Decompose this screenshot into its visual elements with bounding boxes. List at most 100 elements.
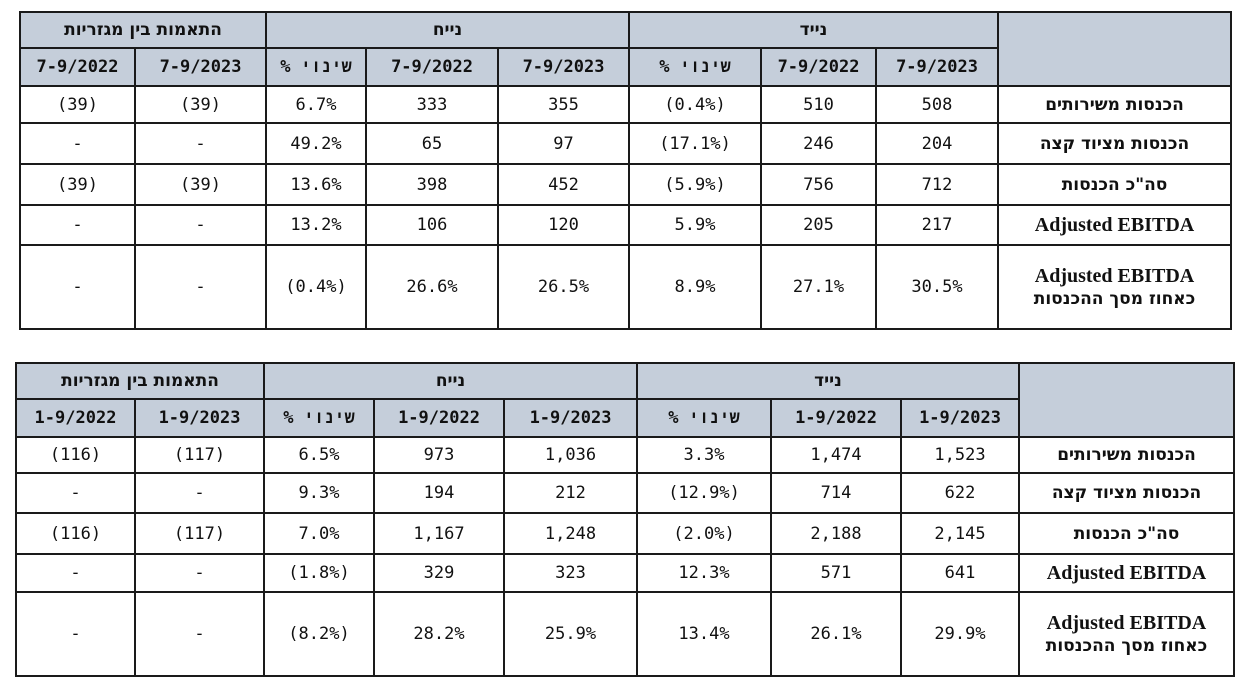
table-cell: 120 [497, 204, 631, 246]
row-label: הכנסות משירותים [997, 85, 1233, 124]
table-cell: (8.2%) [263, 591, 376, 677]
table-cell: 714 [770, 472, 903, 514]
table-cell: 452 [497, 163, 631, 206]
column-header: 1-9/2023 [133, 398, 266, 438]
table-row: - - 9.3% 194 212 (12.9%) 714 622 הכנסות … [15, 472, 1236, 514]
table-row: (116) (117) 7.0% 1,167 1,248 (2.0%) 2,18… [15, 512, 1236, 555]
table-cell: - [15, 591, 136, 677]
row-label-line2: כאחוז מסך ההכנסות [1045, 636, 1208, 656]
table-cell: 641 [900, 553, 1021, 593]
column-header: 7-9/2023 [133, 47, 268, 87]
column-header: 1-9/2023 [900, 398, 1021, 438]
table-cell: (39) [133, 163, 268, 206]
table-cell: 510 [760, 85, 878, 124]
table-cell: 1,523 [900, 436, 1021, 474]
column-header: 7-9/2023 [875, 47, 1000, 87]
row-label: Adjusted EBITDA כאחוז מסך ההכנסות [997, 244, 1233, 330]
row-label: Adjusted EBITDA [1018, 553, 1236, 593]
column-header: 7-9/2022 [365, 47, 500, 87]
label-header-blank [997, 11, 1233, 87]
table-cell: - [133, 244, 268, 330]
row-label: Adjusted EBITDA [997, 204, 1233, 246]
table-cell: 1,474 [770, 436, 903, 474]
table-cell: 26.1% [770, 591, 903, 677]
table-cell: 8.9% [628, 244, 763, 330]
table-cell: 217 [875, 204, 1000, 246]
group-header-row: התאמות בין מגזריות נייח נייד [18, 11, 1233, 87]
table-cell: (117) [133, 512, 266, 555]
table-cell: 756 [760, 163, 878, 206]
table-cell: 2,145 [900, 512, 1021, 555]
row-label-line1: Adjusted EBITDA [1046, 612, 1207, 634]
column-header: % שינוי [265, 47, 368, 87]
table-cell: 9.3% [263, 472, 376, 514]
table-row: - - (1.8%) 329 323 12.3% 571 641 Adjuste… [15, 553, 1236, 593]
table-cell: 571 [770, 553, 903, 593]
column-header: 7-9/2023 [497, 47, 631, 87]
fixed-segment-header: נייח [263, 362, 639, 400]
table-cell: (1.8%) [263, 553, 376, 593]
table-row: - - (8.2%) 28.2% 25.9% 13.4% 26.1% 29.9%… [15, 591, 1236, 677]
table-cell: 333 [365, 85, 500, 124]
table-row: (116) (117) 6.5% 973 1,036 3.3% 1,474 1,… [15, 436, 1236, 474]
table-cell: 622 [900, 472, 1021, 514]
column-header: 1-9/2022 [15, 398, 136, 438]
column-header: % שינוי [636, 398, 773, 438]
reconciliation-header: התאמות בין מגזריות [18, 11, 268, 49]
table-cell: (39) [133, 85, 268, 124]
table-cell: 205 [760, 204, 878, 246]
table-cell: 30.5% [875, 244, 1000, 330]
column-header: 1-9/2022 [770, 398, 903, 438]
table-cell: 25.9% [503, 591, 639, 677]
column-header: 1-9/2023 [503, 398, 639, 438]
table-cell: 97 [497, 122, 631, 165]
row-label: הכנסות מציוד קצה [1018, 472, 1236, 514]
table-cell: 5.9% [628, 204, 763, 246]
row-label: הכנסות מציוד קצה [997, 122, 1233, 165]
fixed-segment-header: נייח [265, 11, 631, 49]
table-cell: 712 [875, 163, 1000, 206]
table-row: (39) (39) 13.6% 398 452 (5.9%) 756 712 ס… [19, 163, 1233, 206]
table-cell: 6.7% [265, 85, 368, 124]
table-cell: (39) [19, 85, 136, 124]
table-cell: - [15, 472, 136, 514]
table-cell: (12.9%) [636, 472, 773, 514]
table-cell: 398 [365, 163, 500, 206]
table-cell: 204 [875, 122, 1000, 165]
table-cell: 26.5% [497, 244, 631, 330]
table-cell: 27.1% [760, 244, 878, 330]
table-cell: 973 [373, 436, 506, 474]
period-header-row: 1-9/2022 1-9/2023 % שינוי 1-9/2022 1-9/2… [15, 398, 1234, 438]
column-header: 1-9/2022 [373, 398, 506, 438]
table-cell: 323 [503, 553, 639, 593]
table-cell: (17.1%) [628, 122, 763, 165]
table-cell: 28.2% [373, 591, 506, 677]
mobile-segment-header: נייד [636, 362, 1021, 400]
table-cell: 106 [365, 204, 500, 246]
segment-table-nine-months: התאמות בין מגזריות נייח נייד 1-9/2022 1-… [14, 362, 1236, 677]
row-label-line1: Adjusted EBITDA [1034, 265, 1195, 287]
column-header: 7-9/2022 [19, 47, 136, 87]
table-cell: (39) [19, 163, 136, 206]
table-row: - - 49.2% 65 97 (17.1%) 246 204 הכנסות מ… [19, 122, 1233, 165]
table-cell: 6.5% [263, 436, 376, 474]
table-cell: 1,248 [503, 512, 639, 555]
table-row: - - 13.2% 106 120 5.9% 205 217 Adjusted … [19, 204, 1233, 246]
table-cell: 329 [373, 553, 506, 593]
period-header-row: 7-9/2022 7-9/2023 % שינוי 7-9/2022 7-9/2… [19, 47, 1231, 87]
table-cell: - [19, 244, 136, 330]
table-cell: 355 [497, 85, 631, 124]
row-label: סה"כ הכנסות [1018, 512, 1236, 555]
table-cell: 13.2% [265, 204, 368, 246]
reconciliation-header: התאמות בין מגזריות [14, 362, 266, 400]
row-label: סה"כ הכנסות [997, 163, 1233, 206]
table-cell: 65 [365, 122, 500, 165]
label-header-blank [1018, 362, 1236, 438]
row-label: הכנסות משירותים [1018, 436, 1236, 474]
table-cell: 246 [760, 122, 878, 165]
table-cell: (5.9%) [628, 163, 763, 206]
column-header: 7-9/2022 [760, 47, 878, 87]
table-cell: 29.9% [900, 591, 1021, 677]
table-cell: - [19, 204, 136, 246]
table-cell: - [19, 122, 136, 165]
